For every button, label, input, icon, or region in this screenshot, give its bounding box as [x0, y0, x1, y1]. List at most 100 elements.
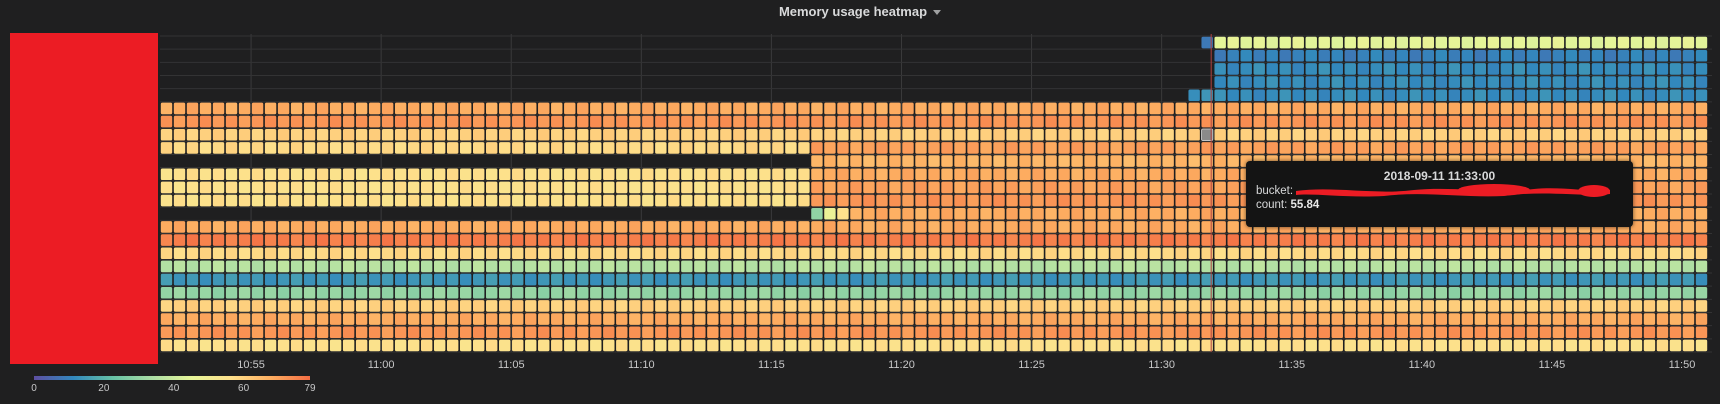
heatmap-cell: [1630, 207, 1643, 220]
heatmap-cell: [1435, 300, 1448, 312]
heatmap-cell: [1461, 326, 1474, 339]
heatmap-cell: [1383, 63, 1395, 75]
heatmap-cell: [1383, 273, 1395, 286]
heatmap-cell: [394, 260, 407, 273]
heatmap-cell: [941, 260, 953, 273]
heatmap-cell: [1435, 260, 1448, 273]
heatmap-cell: [1409, 247, 1422, 260]
heatmap-cell: [1591, 76, 1604, 88]
heatmap-cell: [915, 300, 927, 312]
heatmap-cell: [551, 339, 563, 352]
heatmap-cell: [1435, 36, 1448, 49]
heatmap-cell: [1643, 234, 1656, 246]
heatmap-cell: [420, 326, 433, 339]
heatmap-cell: [394, 300, 407, 312]
heatmap-cell: [577, 102, 589, 115]
heatmap-cell: [863, 326, 875, 339]
heatmap-cell: [1578, 300, 1591, 312]
heatmap-cell: [1695, 313, 1708, 325]
heatmap-cell: [759, 326, 771, 339]
heatmap-cell: [1474, 142, 1487, 154]
heatmap-cell: [1227, 155, 1239, 167]
heatmap-cell: [1175, 168, 1187, 181]
heatmap-chart[interactable]: 10:55 11:00 11:05 11:10 11:15 11:20 11:25 11:30…: [0, 0, 1720, 370]
heatmap-cell: [1396, 115, 1409, 128]
heatmap-cell: [1227, 260, 1239, 273]
heatmap-cell: [564, 300, 576, 312]
heatmap-cell: [1006, 168, 1018, 181]
heatmap-cell: [1604, 115, 1617, 128]
heatmap-cell: [811, 234, 823, 246]
heatmap-cell: [798, 168, 810, 181]
heatmap-cell: [1370, 63, 1382, 75]
heatmap-cell: [1422, 326, 1435, 339]
heatmap-cell: [290, 260, 303, 273]
heatmap-cell: [1162, 300, 1174, 312]
heatmap-cell: [1630, 260, 1643, 273]
heatmap-cell: [1123, 234, 1135, 246]
heatmap-cell: [759, 221, 771, 233]
heatmap-cell: [329, 234, 342, 246]
heatmap-cell: [1162, 181, 1174, 194]
heatmap-cell: [733, 128, 745, 141]
heatmap-cell: [1526, 273, 1539, 286]
heatmap-cell: [1084, 313, 1096, 325]
heatmap-cell: [720, 221, 732, 233]
heatmap-cell: [694, 260, 706, 273]
heatmap-cell: [824, 300, 836, 312]
heatmap-cell: [863, 313, 875, 325]
heatmap-cell: [1656, 36, 1669, 49]
heatmap-cell: [1396, 142, 1409, 154]
heatmap-cell: [928, 247, 940, 260]
heatmap-cell: [459, 247, 472, 260]
heatmap-cell: [564, 313, 576, 325]
heatmap-cell: [642, 128, 654, 141]
heatmap-cell: [902, 286, 914, 299]
heatmap-cell: [1383, 234, 1395, 246]
heatmap-cell: [980, 247, 992, 260]
panel-title[interactable]: Memory usage heatmap: [0, 4, 1720, 19]
heatmap-cell: [1318, 49, 1330, 62]
heatmap-cell: [1175, 313, 1187, 325]
heatmap-cell: [525, 234, 537, 246]
heatmap-cell: [1591, 234, 1604, 246]
heatmap-cell: [1162, 260, 1174, 273]
heatmap-cell: [329, 286, 342, 299]
heatmap-cell: [1084, 155, 1096, 167]
heatmap-cell: [225, 339, 238, 352]
heatmap-cell: [160, 221, 173, 233]
heatmap-cell: [759, 102, 771, 115]
heatmap-cell: [1318, 89, 1330, 102]
heatmap-cell: [1214, 221, 1226, 233]
heatmap-cell: [954, 128, 966, 141]
heatmap-cell: [993, 102, 1005, 115]
heatmap-cell: [525, 168, 537, 181]
heatmap-cell: [1201, 234, 1213, 246]
heatmap-cell: [1682, 36, 1695, 49]
heatmap-cell: [733, 286, 745, 299]
heatmap-cell: [902, 247, 914, 260]
heatmap-cell: [902, 339, 914, 352]
heatmap-cell: [1084, 168, 1096, 181]
heatmap-cell: [1110, 247, 1122, 260]
heatmap-cell: [368, 181, 381, 194]
heatmap-cell: [1409, 115, 1422, 128]
heatmap-cell: [512, 181, 524, 194]
heatmap-cell: [1279, 49, 1291, 62]
heatmap-cell: [1695, 207, 1708, 220]
heatmap-cell: [1279, 142, 1291, 154]
heatmap-cell: [1656, 339, 1669, 352]
heatmap-cell: [1500, 115, 1513, 128]
heatmap-cell: [433, 194, 446, 207]
heatmap-cell: [1669, 326, 1682, 339]
heatmap-cell: [186, 260, 199, 273]
heatmap-cell: [459, 313, 472, 325]
chevron-down-icon[interactable]: [933, 10, 942, 16]
heatmap-cell: [577, 273, 589, 286]
heatmap-cell: [1500, 286, 1513, 299]
heatmap-cell: [811, 194, 823, 207]
heatmap-cell: [1370, 102, 1382, 115]
heatmap-cell: [876, 273, 888, 286]
heatmap-cell: [1110, 155, 1122, 167]
heatmap-cell: [811, 181, 823, 194]
